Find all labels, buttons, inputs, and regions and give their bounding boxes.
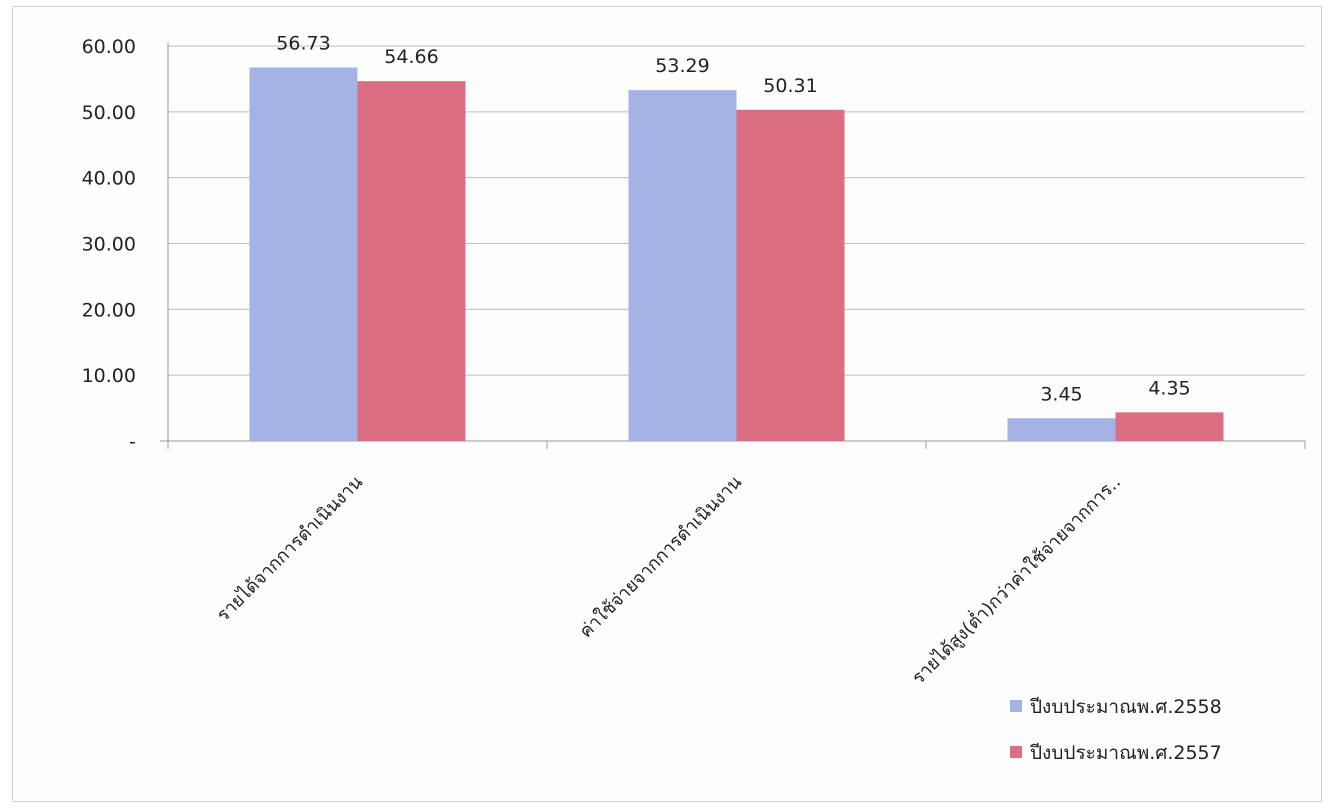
y-tick-label: 60.00 [82, 36, 136, 58]
bar-fy2557 [1115, 412, 1224, 441]
data-label: 54.66 [384, 46, 438, 68]
data-label: 4.35 [1148, 377, 1190, 399]
y-tick-label: 40.00 [82, 168, 136, 190]
category-label: รายได้จากการดำเนินงาน [212, 471, 367, 626]
data-label: 56.73 [276, 33, 330, 55]
y-tick-label: 30.00 [82, 234, 136, 256]
data-label: 50.31 [763, 75, 817, 97]
y-tick-label: 10.00 [82, 365, 136, 387]
y-tick-label: 50.00 [82, 102, 136, 124]
legend-swatch [1010, 700, 1022, 712]
bar-fy2558 [628, 90, 737, 441]
bar-fy2557 [357, 81, 466, 441]
legend-label: ปีงบประมาณพ.ศ.2557 [1029, 742, 1222, 764]
bar-fy2558 [1007, 418, 1116, 441]
category-label: รายได้สูง(ต่ำ)กว่าค่าใช้จ่ายจากการ.. [906, 470, 1125, 689]
legend-swatch [1010, 746, 1022, 758]
legend-label: ปีงบประมาณพ.ศ.2558 [1029, 696, 1222, 718]
data-label: 3.45 [1040, 383, 1082, 405]
bar-fy2557 [736, 109, 845, 441]
category-label: ค่าใช้จ่ายจากการดำเนินงาน [575, 471, 746, 642]
y-tick-label: - [129, 431, 136, 453]
bar-fy2558 [249, 67, 358, 441]
data-label: 53.29 [655, 55, 709, 77]
y-tick-label: 20.00 [82, 299, 136, 321]
